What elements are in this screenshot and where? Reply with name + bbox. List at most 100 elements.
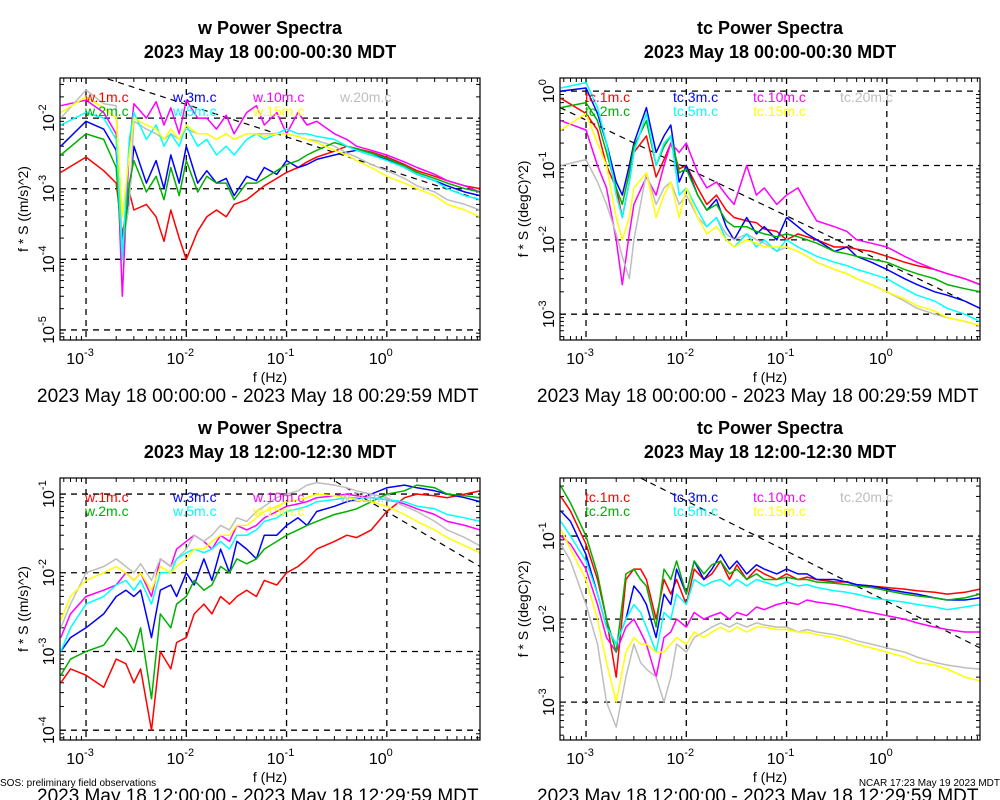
legend-label: w.15m.c <box>252 503 304 519</box>
plot-frame <box>59 477 481 741</box>
y-tick-label: 10-4 <box>37 716 58 744</box>
legend-label: w.10m.c <box>252 489 304 505</box>
reference-slope-line <box>560 107 980 309</box>
x-tick-label: 10-3 <box>66 747 94 768</box>
chart-subtitle: 2023 May 18 12:00-12:30 MDT <box>144 442 396 462</box>
chart-title: tc Power Spectra <box>697 18 844 38</box>
y-axis-label: f * S ((degC)^2) <box>515 561 531 658</box>
x-axis-label: f (Hz) <box>253 369 287 385</box>
chart-subtitle: 2023 May 18 00:00-00:30 MDT <box>644 42 896 62</box>
x-tick-label: 10-3 <box>566 747 594 768</box>
series-line-w-20m-c <box>60 481 480 629</box>
x-tick-label: 100 <box>369 347 393 368</box>
y-tick-label: 10-2 <box>37 104 58 132</box>
y-tick-label: 10-3 <box>37 638 58 666</box>
legend-label: w.1m.c <box>84 89 129 105</box>
y-tick-label: 10-2 <box>37 559 58 587</box>
series-line-w-3m-c <box>60 120 480 243</box>
series-line-w-10m-c <box>60 99 480 297</box>
spectrum-panel-2: tc Power Spectra 2023 May 18 00:00-00:30 … <box>515 18 981 407</box>
footer-left-note: SOS: preliminary field observations <box>0 778 157 789</box>
series-line-w-5m-c <box>60 496 480 652</box>
x-tick-label: 10-1 <box>267 747 295 768</box>
series-line-tc-20m-c <box>560 158 980 327</box>
legend-label: w.20m.c <box>339 489 391 505</box>
spectrum-panel-3: w Power Spectra 2023 May 18 12:00-12:30 M… <box>15 418 481 800</box>
x-tick-label: 10-2 <box>667 347 695 368</box>
series-line-w-2m-c <box>60 484 480 700</box>
time-range-caption: 2023 May 18 12:00:00 - 2023 May 18 12:29… <box>537 786 979 800</box>
x-tick-label: 10-2 <box>667 747 695 768</box>
legend-label: w.2m.c <box>84 103 129 119</box>
legend-label: tc.3m.c <box>673 489 718 505</box>
time-range-caption: 2023 May 18 00:00:00 - 2023 May 18 00:29… <box>37 386 479 407</box>
series-line-w-1m-c <box>60 145 480 261</box>
legend-label: tc.10m.c <box>753 89 806 105</box>
x-tick-label: 100 <box>369 747 393 768</box>
y-tick-label: 10-3 <box>537 300 558 328</box>
y-tick-label: 10-3 <box>537 688 558 716</box>
chart-title: w Power Spectra <box>197 18 343 38</box>
legend-label: tc.1m.c <box>585 489 630 505</box>
legend-label: tc.20m.c <box>840 89 893 105</box>
y-tick-label: 100 <box>537 79 558 103</box>
x-tick-label: 10-3 <box>66 347 94 368</box>
legend-label: tc.1m.c <box>585 89 630 105</box>
plot-frame <box>559 77 981 341</box>
legend-label: tc.5m.c <box>673 103 718 119</box>
series-line-w-5m-c <box>60 111 480 261</box>
series-line-w-2m-c <box>60 133 480 258</box>
series-line-tc-3m-c <box>560 510 980 645</box>
time-range-caption: 2023 May 18 12:00:00 - 2023 May 18 12:29… <box>37 786 479 800</box>
y-tick-label: 10-5 <box>37 316 58 344</box>
y-tick-label: 10-3 <box>37 175 58 203</box>
chart-title: w Power Spectra <box>197 418 343 438</box>
legend-label: w.5m.c <box>172 103 217 119</box>
spectrum-panel-4: tc Power Spectra 2023 May 18 12:00-12:30 … <box>515 418 981 800</box>
y-tick-label: 10-2 <box>537 226 558 254</box>
x-tick-label: 100 <box>869 347 893 368</box>
x-axis-label: f (Hz) <box>753 769 787 785</box>
y-tick-label: 10-1 <box>537 522 558 550</box>
plot-frame <box>559 477 981 741</box>
series-line-tc-10m-c <box>560 535 980 678</box>
series-line-w-3m-c <box>60 484 480 652</box>
x-tick-label: 10-1 <box>267 347 295 368</box>
plot-frame <box>59 77 481 341</box>
series-line-tc-2m-c <box>560 101 980 293</box>
x-tick-label: 10-1 <box>767 347 795 368</box>
footer-right-stamp: NCAR 17:23 May 19 2023 MDT <box>858 778 1000 789</box>
legend-label: tc.20m.c <box>840 489 893 505</box>
series-line-w-1m-c <box>60 490 480 731</box>
legend-label: tc.15m.c <box>753 103 806 119</box>
chart-subtitle: 2023 May 18 12:00-12:30 MDT <box>644 442 896 462</box>
legend-label: tc.2m.c <box>585 503 630 519</box>
spectrum-panel-1: w Power Spectra 2023 May 18 00:00-00:30 M… <box>15 18 481 407</box>
legend-label: w.20m.c <box>339 89 391 105</box>
legend-label: tc.2m.c <box>585 103 630 119</box>
legend-label: w.15m.c <box>252 103 304 119</box>
x-tick-label: 10-3 <box>566 347 594 368</box>
legend-label: tc.15m.c <box>753 503 806 519</box>
legend-label: tc.3m.c <box>673 89 718 105</box>
legend-label: w.2m.c <box>84 503 129 519</box>
y-tick-label: 10-4 <box>37 246 58 274</box>
y-axis-label: f * S ((degC)^2) <box>515 161 531 258</box>
legend-label: tc.5m.c <box>673 503 718 519</box>
series-line-tc-5m-c <box>560 520 980 653</box>
x-axis-label: f (Hz) <box>253 769 287 785</box>
x-axis-label: f (Hz) <box>753 369 787 385</box>
y-axis-label: f * S ((m/s)^2) <box>15 166 31 252</box>
x-tick-label: 10-2 <box>167 747 195 768</box>
legend-label: w.10m.c <box>252 89 304 105</box>
reference-slope-line <box>328 478 480 568</box>
series-line-tc-15m-c <box>560 529 980 703</box>
x-tick-label: 100 <box>869 747 893 768</box>
series-line-w-15m-c <box>60 96 480 218</box>
legend-label: w.3m.c <box>172 489 217 505</box>
legend-label: w.1m.c <box>84 489 129 505</box>
series-line-tc-2m-c <box>560 485 980 653</box>
series-line-tc-5m-c <box>560 81 980 323</box>
legend-label: w.3m.c <box>172 89 217 105</box>
